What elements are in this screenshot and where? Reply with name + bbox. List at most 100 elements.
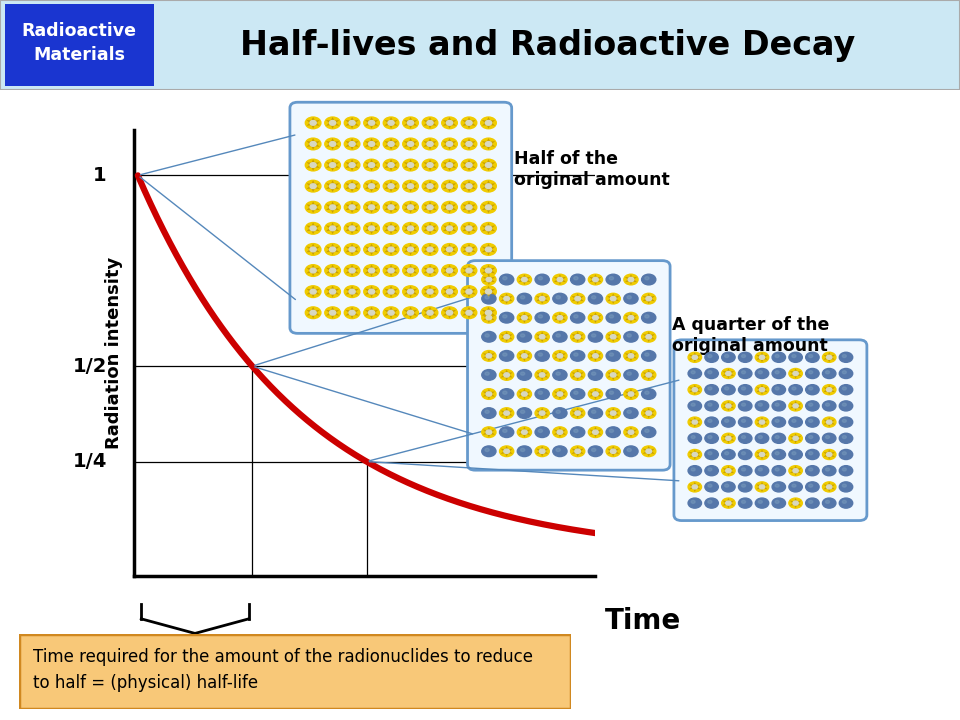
Circle shape	[422, 286, 438, 297]
Circle shape	[628, 315, 634, 320]
Circle shape	[789, 498, 803, 508]
Circle shape	[539, 276, 542, 280]
Circle shape	[481, 307, 496, 318]
Polygon shape	[384, 138, 397, 150]
Circle shape	[329, 269, 336, 273]
Circle shape	[805, 433, 819, 444]
Circle shape	[383, 307, 398, 318]
Circle shape	[305, 243, 321, 256]
Circle shape	[705, 433, 718, 444]
Circle shape	[446, 247, 452, 252]
Circle shape	[741, 387, 746, 390]
Circle shape	[364, 222, 379, 234]
Circle shape	[772, 369, 785, 379]
Circle shape	[364, 180, 379, 192]
Polygon shape	[482, 138, 495, 150]
Circle shape	[427, 163, 433, 167]
Circle shape	[823, 384, 836, 395]
Circle shape	[383, 222, 398, 234]
Circle shape	[839, 369, 852, 379]
Circle shape	[574, 391, 578, 395]
Polygon shape	[365, 243, 378, 256]
Polygon shape	[384, 180, 397, 192]
Polygon shape	[589, 351, 602, 361]
Circle shape	[826, 403, 829, 406]
Circle shape	[772, 466, 785, 476]
Circle shape	[324, 138, 341, 150]
Polygon shape	[536, 408, 548, 418]
Circle shape	[792, 354, 796, 358]
Circle shape	[345, 307, 360, 318]
Polygon shape	[642, 293, 655, 304]
Polygon shape	[518, 312, 531, 323]
Circle shape	[606, 312, 620, 323]
Circle shape	[442, 243, 457, 256]
Circle shape	[535, 369, 549, 380]
Circle shape	[842, 419, 847, 423]
Circle shape	[793, 436, 799, 441]
Circle shape	[793, 404, 799, 408]
Circle shape	[592, 277, 598, 282]
Circle shape	[839, 352, 852, 362]
Circle shape	[805, 449, 819, 459]
Circle shape	[466, 310, 472, 315]
Circle shape	[556, 296, 561, 299]
Circle shape	[808, 371, 813, 374]
Circle shape	[461, 265, 477, 276]
Circle shape	[772, 482, 785, 492]
Circle shape	[645, 315, 649, 318]
Circle shape	[466, 269, 472, 273]
Circle shape	[570, 351, 585, 361]
Circle shape	[641, 446, 656, 456]
Circle shape	[705, 449, 718, 459]
Circle shape	[708, 371, 712, 374]
Polygon shape	[443, 180, 456, 192]
Circle shape	[588, 351, 603, 361]
Circle shape	[606, 331, 620, 342]
Circle shape	[606, 446, 620, 456]
Polygon shape	[824, 449, 835, 459]
Circle shape	[610, 353, 613, 356]
Circle shape	[481, 202, 496, 213]
Circle shape	[369, 310, 374, 315]
Circle shape	[741, 419, 746, 423]
Circle shape	[722, 384, 735, 395]
Circle shape	[688, 352, 702, 362]
Circle shape	[722, 466, 735, 476]
Circle shape	[722, 401, 735, 411]
Circle shape	[793, 469, 799, 473]
Circle shape	[756, 369, 769, 379]
Polygon shape	[325, 243, 339, 256]
Text: 1: 1	[93, 166, 107, 185]
Circle shape	[442, 117, 457, 129]
Circle shape	[705, 466, 718, 476]
Circle shape	[775, 419, 780, 423]
Polygon shape	[404, 243, 418, 256]
Circle shape	[520, 372, 525, 375]
Circle shape	[403, 159, 419, 171]
Circle shape	[808, 436, 813, 438]
Circle shape	[461, 202, 477, 213]
Polygon shape	[404, 202, 418, 213]
Circle shape	[369, 205, 374, 210]
Circle shape	[610, 429, 613, 433]
Circle shape	[364, 138, 379, 150]
Circle shape	[305, 265, 321, 276]
Polygon shape	[365, 117, 378, 129]
Polygon shape	[824, 482, 835, 492]
Circle shape	[705, 482, 718, 492]
Polygon shape	[423, 307, 437, 318]
Circle shape	[688, 449, 702, 459]
Circle shape	[482, 293, 496, 304]
Circle shape	[557, 430, 563, 434]
Polygon shape	[756, 449, 768, 459]
Circle shape	[364, 265, 379, 276]
Polygon shape	[463, 243, 476, 256]
Circle shape	[486, 430, 492, 434]
Circle shape	[570, 312, 585, 323]
Polygon shape	[536, 293, 548, 304]
Circle shape	[792, 484, 796, 487]
Circle shape	[823, 466, 836, 476]
Circle shape	[627, 372, 632, 375]
Circle shape	[789, 417, 803, 427]
